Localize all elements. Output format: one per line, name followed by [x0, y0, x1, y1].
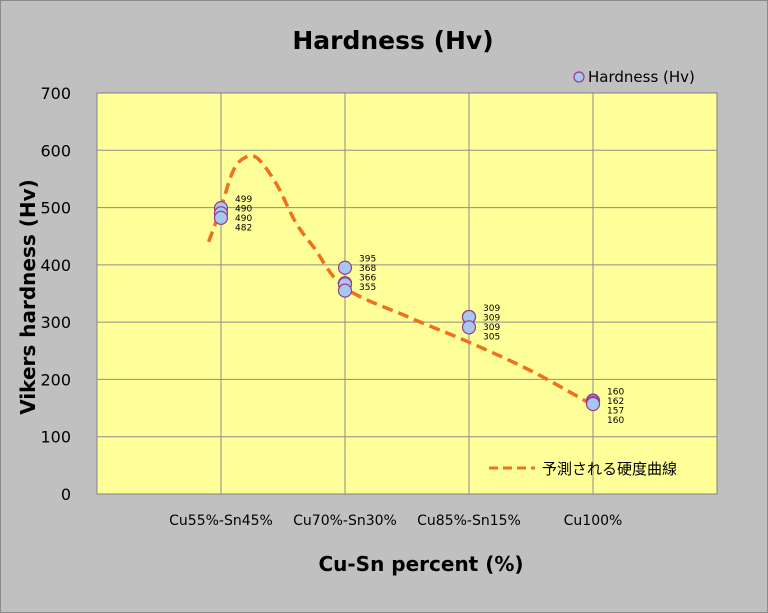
y-tick-label: 500 — [40, 199, 71, 218]
data-label: 368 — [359, 264, 376, 274]
data-label: 366 — [359, 274, 376, 284]
x-tick-label: Cu70%-Sn30% — [293, 513, 397, 529]
y-axis-title: Vikers hardness (Hv) — [16, 179, 40, 415]
data-label: 395 — [359, 255, 376, 265]
data-point — [337, 260, 353, 275]
data-label: 162 — [607, 397, 624, 407]
x-tick-label: Cu100% — [564, 513, 623, 529]
data-point — [213, 210, 229, 225]
y-tick-label: 600 — [40, 141, 71, 160]
legend-marker-hardness — [573, 71, 585, 83]
data-label: 305 — [483, 332, 500, 342]
data-label: 355 — [359, 283, 376, 293]
legend-label-predicted-curve: 予測される硬度曲線 — [542, 460, 677, 478]
data-label: 157 — [607, 407, 624, 417]
data-point — [337, 283, 353, 298]
x-axis-ticks: Cu55%-Sn45% Cu70%-Sn30% Cu85%-Sn15% Cu100% — [169, 513, 622, 529]
data-label: 490 — [235, 214, 252, 224]
y-tick-label: 0 — [61, 485, 71, 504]
data-point — [461, 320, 477, 335]
y-tick-label: 300 — [40, 313, 71, 332]
data-label: 499 — [235, 195, 252, 205]
data-labels-layer: 4994904904823953683663553093093093051601… — [235, 195, 624, 426]
data-label: 482 — [235, 224, 252, 234]
y-tick-label: 700 — [40, 84, 71, 103]
x-axis-title: Cu-Sn percent (%) — [318, 552, 523, 576]
data-point — [585, 396, 601, 412]
data-label: 490 — [235, 205, 252, 215]
data-label: 160 — [607, 416, 624, 426]
y-tick-label: 400 — [40, 256, 71, 275]
predicted-curve-layer — [206, 153, 594, 407]
chart-title: Hardness (Hv) — [292, 26, 493, 55]
y-tick-label: 100 — [40, 428, 71, 447]
data-label: 309 — [483, 313, 500, 323]
legend: Hardness (Hv) 予測される硬度曲線 — [489, 68, 695, 478]
x-tick-label: Cu55%-Sn45% — [169, 513, 273, 529]
gridlines — [97, 93, 717, 494]
x-tick-label: Cu85%-Sn15% — [417, 513, 521, 529]
plot-area — [96, 92, 718, 495]
y-tick-label: 200 — [40, 370, 71, 389]
y-axis-ticks: 0 100 200 300 400 500 600 700 — [40, 84, 71, 504]
data-label: 309 — [483, 304, 500, 314]
data-label: 309 — [483, 323, 500, 333]
data-points-layer — [213, 201, 601, 412]
data-label: 160 — [607, 388, 624, 398]
legend-label-hardness: Hardness (Hv) — [588, 68, 695, 86]
predicted-hardness-curve — [206, 153, 594, 407]
